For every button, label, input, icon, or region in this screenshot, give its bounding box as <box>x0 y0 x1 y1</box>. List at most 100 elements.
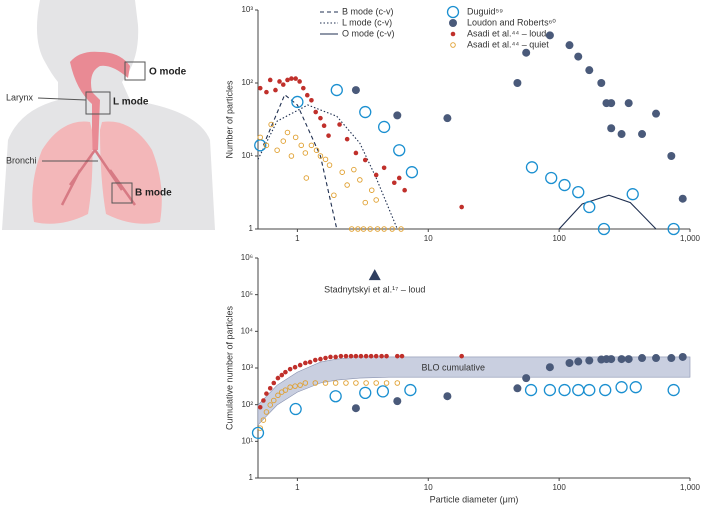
point <box>274 147 280 153</box>
left-lung <box>32 121 93 224</box>
point <box>443 114 452 123</box>
point <box>405 166 419 179</box>
point <box>543 383 557 397</box>
point <box>322 380 329 386</box>
y-tick-label: 10³ <box>241 5 253 14</box>
point <box>607 99 616 108</box>
point <box>312 357 318 363</box>
point <box>626 188 639 201</box>
y-tick-label: 10¹ <box>241 151 253 160</box>
point <box>565 358 574 367</box>
y-axis-title: Cumulative number of particles <box>224 305 234 430</box>
point <box>293 76 298 81</box>
point <box>280 138 287 144</box>
point <box>360 226 367 232</box>
point <box>525 161 539 174</box>
point <box>393 144 406 157</box>
point <box>303 175 310 181</box>
point <box>443 392 452 401</box>
point <box>597 79 606 87</box>
point <box>617 130 626 139</box>
legend-swatch <box>450 31 456 37</box>
band-label: BLO cumulative <box>421 362 485 372</box>
point <box>377 120 391 134</box>
point <box>297 362 303 368</box>
point <box>374 226 381 232</box>
point <box>292 364 298 370</box>
point <box>394 380 401 386</box>
point <box>381 226 387 232</box>
point <box>283 369 288 375</box>
point <box>362 199 369 206</box>
point <box>264 89 269 95</box>
point <box>383 380 390 386</box>
bronchi-label: Bronchi <box>6 155 37 165</box>
point <box>287 384 293 390</box>
legend-label: O mode (c-v) <box>342 28 395 38</box>
legend-swatch <box>450 42 456 48</box>
x-tick-label: 1 <box>295 483 300 492</box>
point <box>332 380 339 386</box>
point <box>359 386 372 400</box>
point <box>297 382 303 388</box>
point <box>513 384 522 393</box>
point <box>667 222 680 236</box>
point <box>362 157 368 163</box>
point <box>292 134 299 141</box>
point <box>344 136 350 142</box>
point <box>629 381 642 394</box>
point <box>373 172 379 178</box>
point <box>558 178 571 192</box>
point <box>289 402 302 416</box>
point <box>558 383 571 397</box>
band <box>257 356 691 426</box>
point <box>292 383 298 389</box>
b-mode-label: B mode <box>135 188 172 199</box>
point <box>572 185 585 199</box>
point <box>267 77 273 83</box>
right-lung <box>100 121 162 224</box>
legend-label: Asadi et al.⁴⁴ – loud <box>467 28 546 38</box>
point <box>267 402 273 408</box>
point <box>339 169 345 175</box>
point <box>359 105 372 119</box>
point <box>302 150 309 156</box>
point <box>404 383 417 397</box>
point <box>301 85 306 91</box>
point <box>328 354 333 360</box>
point <box>545 363 554 372</box>
point <box>393 397 402 406</box>
point <box>389 226 395 232</box>
point <box>260 417 267 423</box>
point <box>522 374 531 383</box>
point <box>574 357 583 366</box>
point <box>545 171 558 185</box>
point <box>257 85 263 91</box>
x-tick-label: 100 <box>552 483 566 492</box>
point <box>667 152 676 160</box>
point <box>271 380 277 386</box>
point <box>638 354 647 363</box>
point <box>357 177 363 183</box>
point <box>624 99 633 108</box>
point <box>329 390 342 403</box>
point <box>322 156 329 163</box>
point <box>459 204 464 210</box>
point <box>379 353 384 359</box>
o-box <box>124 61 146 81</box>
point <box>351 86 360 95</box>
point <box>585 66 594 75</box>
y-tick-label: 10² <box>241 400 253 409</box>
point <box>395 353 400 359</box>
point <box>263 409 270 415</box>
legend-swatch <box>449 19 457 27</box>
point <box>288 153 295 159</box>
point <box>585 356 594 365</box>
point <box>373 353 379 359</box>
point <box>381 165 387 171</box>
legend-label: L mode (c-v) <box>342 17 392 27</box>
legend-label: Loudon and Roberts⁶⁰ <box>467 17 556 27</box>
point <box>652 109 661 118</box>
point <box>583 383 596 397</box>
